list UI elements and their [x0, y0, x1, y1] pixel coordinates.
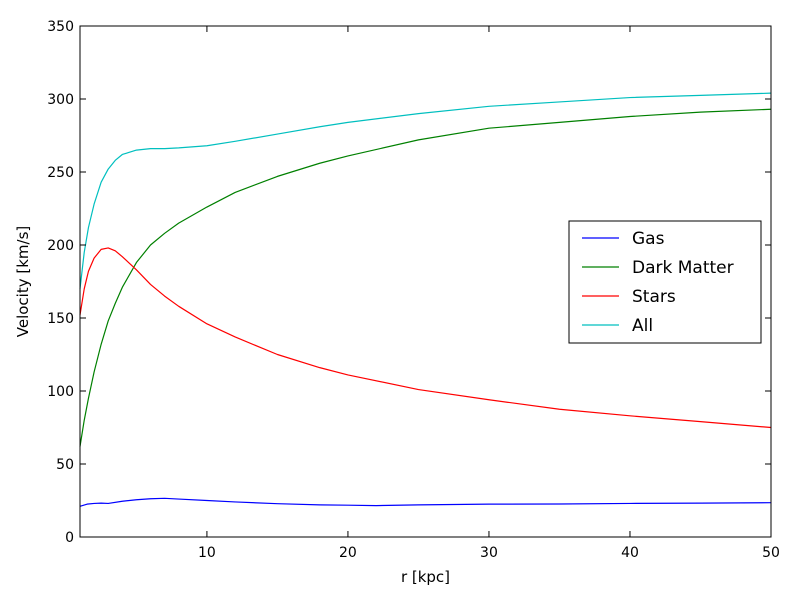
series-layer — [79, 92, 772, 507]
series-line-stars — [79, 247, 772, 429]
x-tick-label: 10 — [198, 545, 216, 561]
legend-box — [568, 220, 762, 344]
y-tick-label: 0 — [65, 530, 74, 546]
y-tick-label: 50 — [56, 457, 74, 473]
legend: Gas Dark Matter Stars All — [568, 220, 762, 344]
y-tick-label: 100 — [47, 384, 74, 400]
series-line-gas — [79, 497, 772, 507]
ticks-layer: 10 20 30 40 50 0 50 100 150 200 250 300 350 — [47, 19, 780, 561]
legend-label-all: All — [632, 316, 653, 336]
y-tick-label: 150 — [47, 311, 74, 327]
series-line-dark-matter — [79, 108, 772, 447]
y-tick-label: 350 — [47, 19, 74, 35]
plot-frame — [79, 25, 772, 538]
legend-label-dark-matter: Dark Matter — [632, 258, 734, 278]
x-tick-label: 20 — [339, 545, 357, 561]
y-tick-label: 300 — [47, 92, 74, 108]
series-line-all — [79, 92, 772, 289]
y-tick-label: 250 — [47, 165, 74, 181]
y-tick-label: 200 — [47, 238, 74, 254]
x-tick-label: 40 — [621, 545, 639, 561]
y-axis-label: Velocity [km/s] — [14, 226, 32, 337]
x-tick-label: 50 — [762, 545, 780, 561]
x-axis-label: r [kpc] — [401, 568, 450, 586]
x-tick-label: 30 — [480, 545, 498, 561]
legend-label-stars: Stars — [632, 287, 676, 307]
legend-label-gas: Gas — [632, 229, 665, 249]
